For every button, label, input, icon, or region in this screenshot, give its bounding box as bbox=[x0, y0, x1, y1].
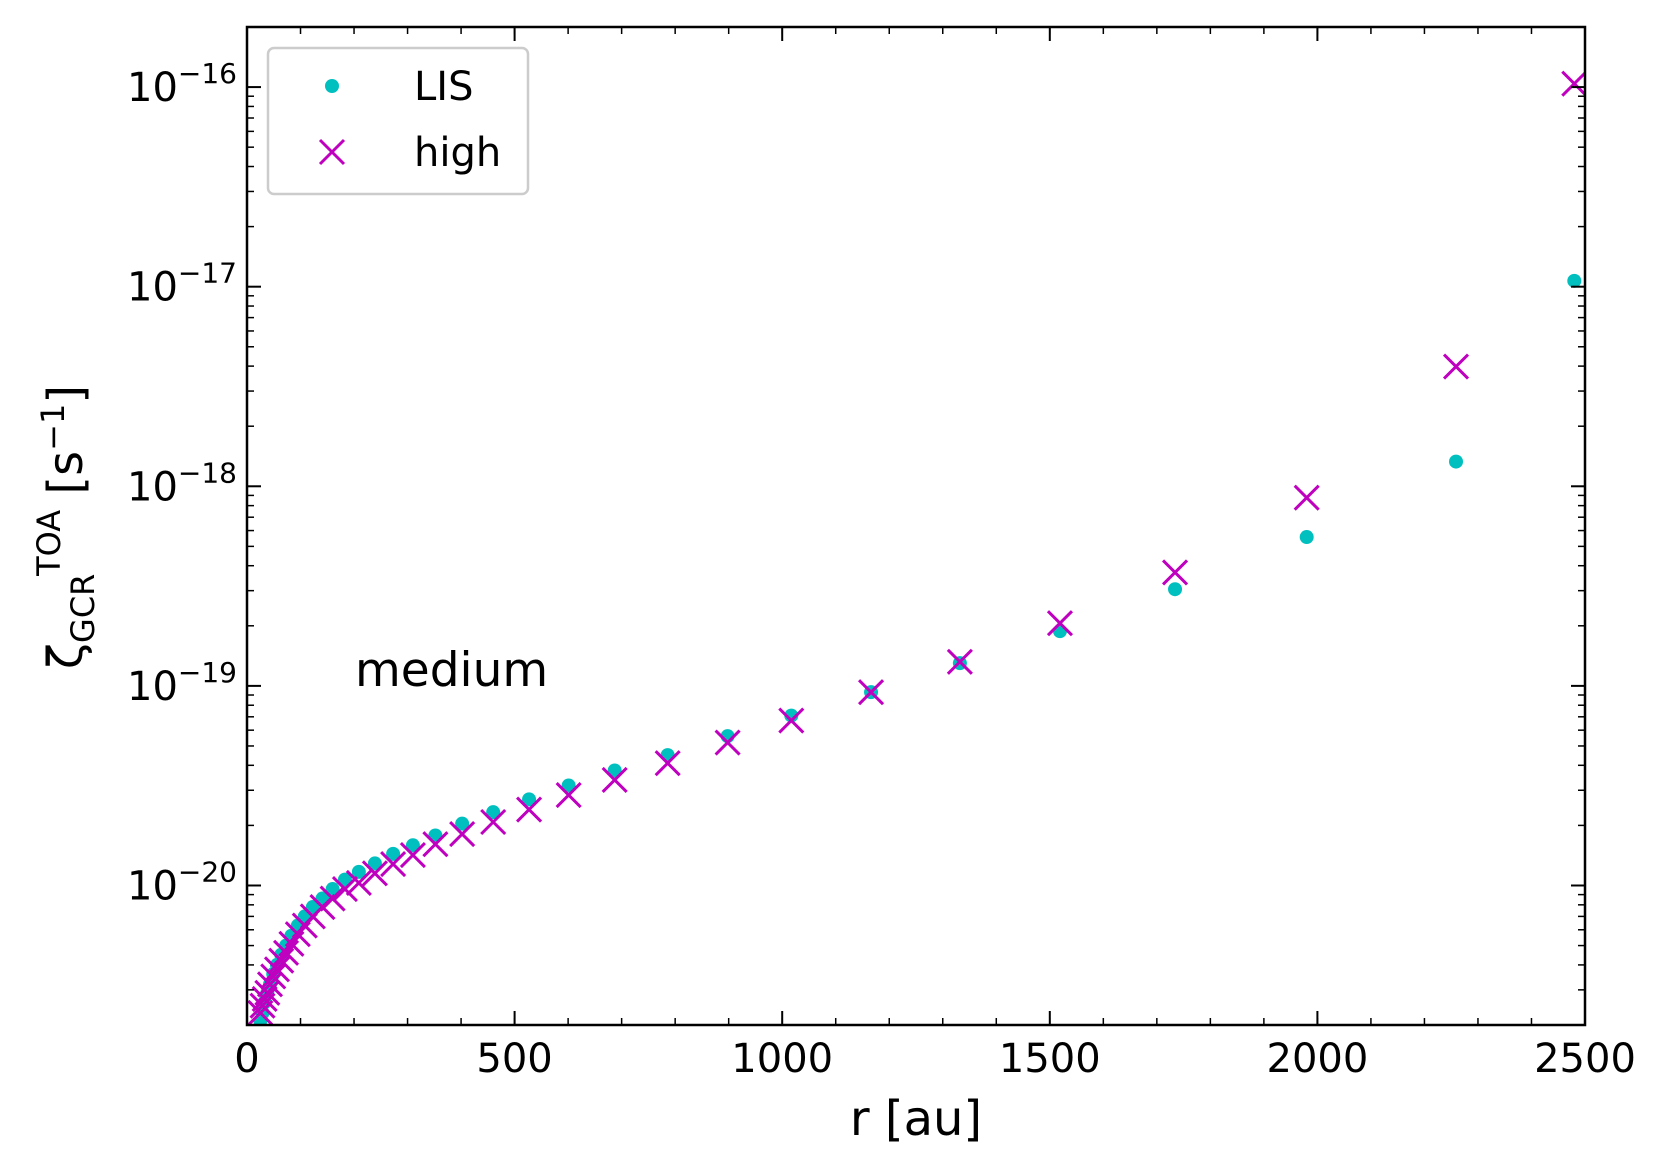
point bbox=[247, 999, 274, 1025]
point bbox=[405, 838, 420, 853]
x-tick-label: 1500 bbox=[999, 1036, 1101, 1082]
point bbox=[1046, 610, 1074, 637]
y-axis-label-part: ] bbox=[38, 385, 94, 404]
point bbox=[325, 882, 340, 897]
legend-marker bbox=[318, 138, 346, 166]
y-axis-label-part: TOA bbox=[30, 510, 68, 577]
x-tick-label: 500 bbox=[476, 1036, 552, 1082]
point bbox=[351, 864, 366, 879]
point bbox=[260, 963, 287, 990]
x-axis-label: r [au] bbox=[850, 1091, 982, 1147]
point bbox=[1442, 353, 1470, 380]
point bbox=[268, 947, 295, 974]
point bbox=[654, 750, 681, 777]
point bbox=[480, 808, 507, 836]
y-axis-label-part: ζ bbox=[38, 643, 94, 669]
plot-area bbox=[247, 70, 1585, 1025]
y-axis-label: ζGCRTOA [s−1] bbox=[30, 385, 102, 669]
point bbox=[601, 766, 628, 793]
point bbox=[345, 869, 372, 896]
point bbox=[256, 971, 284, 998]
point bbox=[251, 985, 278, 1013]
x-tick-label: 0 bbox=[234, 1036, 259, 1082]
point bbox=[254, 979, 281, 1006]
point bbox=[1168, 582, 1183, 597]
point bbox=[455, 816, 470, 831]
legend-label: LIS bbox=[414, 64, 473, 110]
point bbox=[515, 796, 543, 823]
point bbox=[714, 729, 741, 756]
annotation: medium bbox=[355, 643, 548, 698]
point bbox=[607, 763, 622, 778]
x-tick-label: 2000 bbox=[1267, 1036, 1369, 1082]
point bbox=[1299, 530, 1314, 545]
point bbox=[331, 875, 359, 903]
point bbox=[263, 956, 291, 983]
plot-frame bbox=[245, 25, 1587, 1027]
legend-marker bbox=[325, 79, 339, 93]
point bbox=[1161, 559, 1189, 586]
y-tick-label: 10−19 bbox=[127, 656, 237, 710]
point bbox=[1561, 70, 1585, 97]
x-tick-label: 1000 bbox=[731, 1036, 833, 1082]
legend-label: high bbox=[414, 130, 501, 176]
point bbox=[367, 856, 382, 871]
x-tick-label: 2500 bbox=[1534, 1036, 1636, 1082]
point bbox=[305, 900, 320, 915]
point bbox=[946, 648, 973, 675]
point bbox=[1449, 454, 1464, 469]
y-axis-label-part: [s bbox=[38, 451, 94, 510]
point bbox=[422, 831, 449, 858]
y-tick-label: 10−18 bbox=[127, 456, 237, 510]
point bbox=[380, 851, 407, 878]
y-axis-label-part: −1 bbox=[34, 404, 72, 451]
point bbox=[399, 842, 426, 869]
point bbox=[561, 778, 576, 793]
point bbox=[486, 805, 501, 820]
point bbox=[857, 679, 885, 706]
point bbox=[778, 707, 805, 734]
point bbox=[1567, 273, 1582, 288]
y-axis-label-part: GCR bbox=[64, 574, 102, 643]
point bbox=[522, 792, 537, 807]
point bbox=[337, 872, 352, 887]
point bbox=[361, 860, 388, 887]
point bbox=[555, 781, 582, 809]
y-tick-label: 10−16 bbox=[127, 57, 237, 111]
point bbox=[386, 846, 401, 861]
point bbox=[1293, 484, 1320, 511]
y-tick-label: 10−17 bbox=[127, 257, 237, 311]
point bbox=[449, 820, 476, 848]
y-tick-label: 10−20 bbox=[127, 855, 237, 909]
point bbox=[319, 885, 346, 912]
